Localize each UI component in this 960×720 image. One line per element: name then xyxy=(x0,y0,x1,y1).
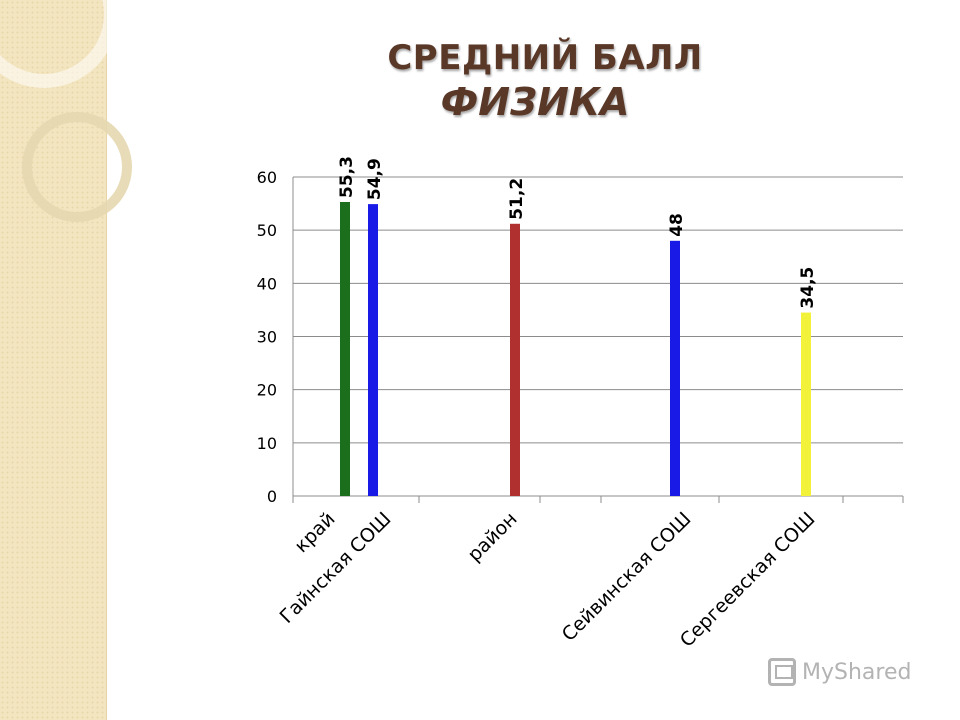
y-tick-label: 60 xyxy=(257,168,277,187)
data-label: 34,5 xyxy=(798,267,818,309)
myshared-logo-icon xyxy=(768,658,796,686)
x-category-label: Сейвинская СОШ xyxy=(558,508,696,646)
x-category-label: район xyxy=(463,508,521,566)
decorative-side-panel xyxy=(0,0,132,720)
bar xyxy=(670,240,680,496)
bar xyxy=(510,223,520,496)
y-tick-label: 50 xyxy=(257,221,277,240)
y-tick-label: 10 xyxy=(257,434,277,453)
bar xyxy=(801,312,811,496)
x-category-label: край xyxy=(290,508,339,557)
y-tick-label: 0 xyxy=(267,487,277,506)
y-tick-label: 30 xyxy=(257,328,277,347)
watermark-text: MyShared xyxy=(802,659,912,685)
decorative-circle xyxy=(22,112,132,222)
y-tick-label: 20 xyxy=(257,381,277,400)
bar xyxy=(340,201,350,496)
slide-title: СРЕДНИЙ БАЛЛ ФИЗИКА xyxy=(300,38,790,124)
data-label: 51,2 xyxy=(507,178,527,220)
data-label: 54,9 xyxy=(365,158,385,200)
title-line-2: ФИЗИКА xyxy=(440,80,630,124)
bar xyxy=(368,204,378,497)
x-category-label: Сергеевская СОШ xyxy=(676,508,820,652)
y-tick-label: 40 xyxy=(257,274,277,293)
watermark: MyShared xyxy=(768,658,911,686)
data-label: 48 xyxy=(667,213,687,237)
data-label: 55,3 xyxy=(337,156,357,198)
title-line-1: СРЕДНИЙ БАЛЛ xyxy=(387,38,703,78)
